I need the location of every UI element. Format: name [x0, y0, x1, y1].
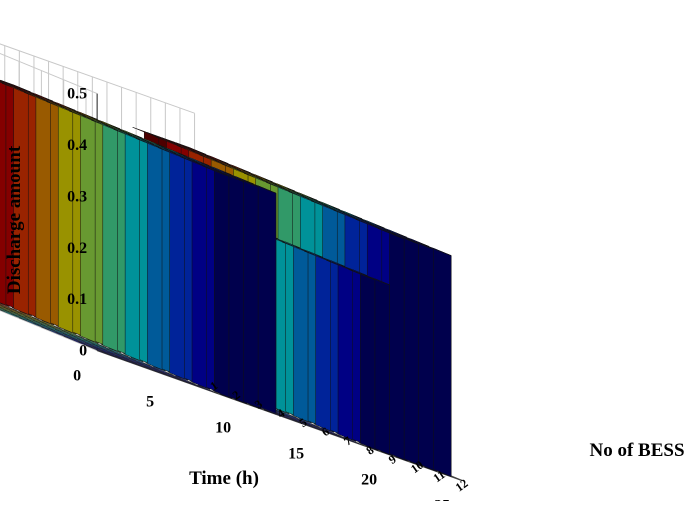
x-tick-label: 25 — [434, 498, 450, 501]
z-tick-label: 0.1 — [67, 291, 87, 308]
bar-face — [76, 335, 107, 348]
x-tick-label: 20 — [361, 472, 377, 489]
bar — [246, 181, 277, 415]
bar — [31, 317, 62, 330]
bar-face — [9, 308, 40, 320]
bar-face — [421, 243, 452, 256]
bar — [202, 165, 233, 399]
bar — [311, 424, 342, 437]
x-tick-label: 5 — [146, 394, 154, 411]
bar — [0, 303, 17, 311]
bar-face — [0, 80, 2, 82]
bar-layer — [0, 79, 452, 477]
bar — [143, 363, 174, 376]
bar — [289, 415, 320, 428]
bar — [187, 381, 218, 394]
grid-line — [0, 52, 98, 95]
y-tick-label: 12 — [453, 476, 471, 494]
z-axis-title: Discharge amount — [4, 145, 25, 294]
z-tick-label: 0.4 — [67, 137, 87, 154]
bar-face — [289, 415, 320, 428]
bar — [76, 335, 107, 348]
z-tick-label: 0.5 — [67, 86, 87, 103]
z-tick-label: 0.3 — [67, 188, 87, 205]
bar — [98, 344, 129, 357]
x-tick-label: 0 — [73, 368, 81, 385]
bar-face — [98, 344, 129, 357]
grid-line — [0, 43, 195, 114]
bar-face — [187, 381, 218, 394]
bar-face — [31, 317, 62, 330]
bar — [9, 308, 40, 320]
x-tick-label: 10 — [215, 420, 231, 437]
z-tick-label: 0.2 — [67, 240, 87, 257]
bar-face — [333, 433, 364, 446]
x-axis-title: Time (h) — [189, 468, 259, 489]
bar-face — [311, 424, 342, 437]
z-tick-label: 0 — [79, 343, 87, 360]
bar — [421, 243, 452, 477]
bar — [54, 326, 84, 339]
grid-line — [0, 309, 98, 352]
bar-face — [246, 181, 277, 194]
bar-face — [54, 326, 84, 339]
bar-face — [257, 185, 277, 415]
bar-face — [143, 363, 174, 376]
bar-face — [121, 354, 151, 366]
bar-face — [165, 372, 196, 385]
bar — [121, 354, 151, 366]
y-axis-title: No of BESS — [589, 440, 684, 461]
x-tick-label: 15 — [288, 446, 304, 463]
bar-face — [0, 303, 17, 311]
bar-face — [433, 247, 452, 477]
bar — [333, 433, 364, 446]
bar — [165, 372, 196, 385]
